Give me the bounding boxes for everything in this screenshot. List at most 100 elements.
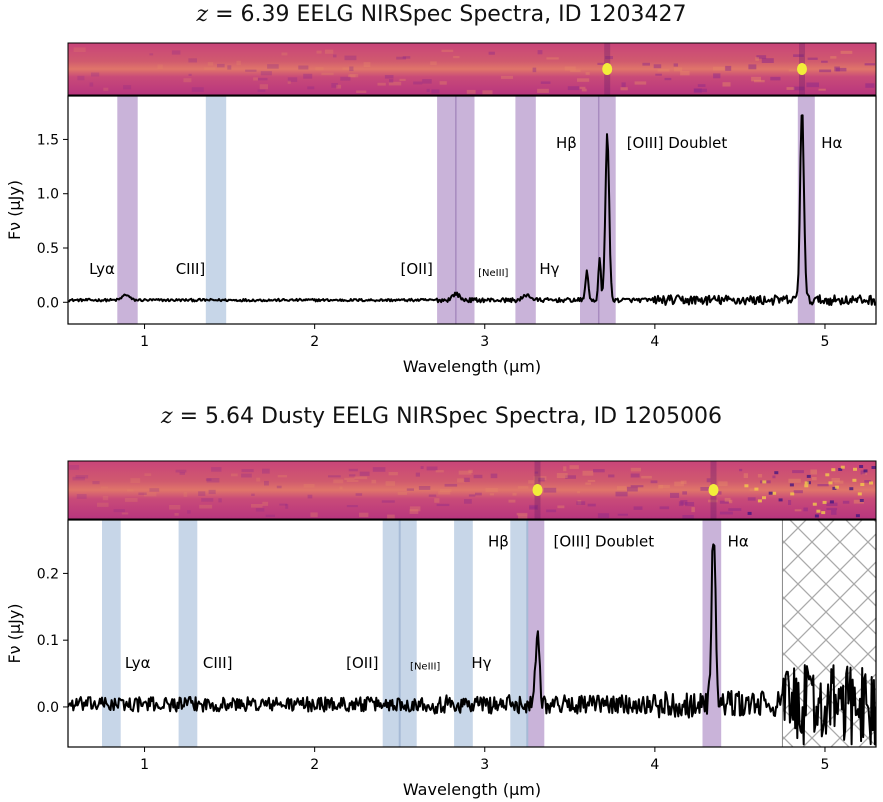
purple-band	[797, 96, 815, 324]
strip-noise	[621, 82, 626, 88]
strip-noise	[816, 509, 821, 513]
strip-noise	[718, 481, 728, 487]
strip-noise	[143, 492, 157, 497]
strip-noise	[123, 85, 132, 90]
spectrum-2d-strip	[67, 42, 877, 96]
strip-noise	[259, 84, 268, 90]
strip-noise	[790, 492, 795, 496]
strip-noise	[864, 63, 875, 66]
strip-noise	[747, 497, 756, 501]
strip-noise	[381, 500, 395, 503]
strip-noise	[458, 470, 472, 475]
spectrum-2d-strip	[67, 460, 877, 520]
strip-noise	[840, 50, 853, 54]
strip-noise	[457, 478, 465, 483]
strip-noise	[489, 493, 494, 496]
strip-emission-spot	[797, 63, 807, 75]
strip-noise	[349, 474, 356, 477]
strip-noise	[630, 485, 644, 488]
strip-noise	[103, 87, 109, 91]
y-tick-label: 0.5	[37, 241, 59, 257]
strip-noise	[251, 504, 263, 508]
strip-noise	[124, 498, 138, 502]
emission-line-label: Hβ	[488, 533, 509, 551]
strip-noise	[303, 73, 313, 79]
strip-noise	[755, 57, 759, 61]
strip-noise	[754, 487, 759, 491]
strip-noise	[849, 487, 854, 491]
strip-noise	[473, 474, 483, 479]
strip-noise	[230, 473, 238, 477]
strip-noise	[865, 83, 875, 88]
strip-noise	[533, 476, 547, 481]
strip-noise	[257, 89, 266, 92]
strip-noise	[830, 56, 837, 59]
strip-noise	[680, 500, 688, 505]
strip-noise	[174, 513, 179, 516]
strip-noise	[617, 513, 628, 516]
strip-noise	[838, 468, 843, 471]
strip-noise	[821, 511, 826, 515]
strip-noise	[713, 66, 725, 71]
strip-noise	[307, 494, 313, 499]
spectrum-figure: 1 2 3 4 5 0.0 0.5 1.0 1.5 Wavelength (μm) Fν (μJy)…	[5, 42, 877, 376]
strip-noise	[92, 481, 100, 485]
x-tick-label: 2	[310, 757, 319, 773]
strip-noise	[739, 468, 743, 472]
strip-noise	[659, 506, 670, 510]
strip-frame	[67, 42, 877, 96]
strip-noise	[700, 487, 711, 491]
strip-noise	[198, 491, 206, 496]
strip-noise	[804, 484, 809, 488]
strip-noise	[331, 83, 338, 88]
emission-line-label: Hα	[821, 134, 842, 152]
strip-noise	[793, 490, 803, 494]
strip-emission-spot	[532, 484, 543, 496]
strip-noise	[287, 77, 298, 82]
strip-noise	[69, 465, 80, 470]
x-axis-label: Wavelength (μm)	[403, 780, 541, 799]
strip-noise	[751, 76, 761, 82]
strip-noise	[650, 480, 658, 484]
strip-noise	[348, 74, 356, 78]
strip-noise	[279, 503, 288, 506]
strip-noise	[285, 504, 289, 509]
strip-noise	[680, 480, 687, 485]
strip-noise	[788, 478, 801, 483]
strip-noise	[468, 469, 473, 473]
strip-noise	[431, 89, 440, 94]
strip-noise	[441, 49, 454, 53]
strip-noise	[788, 500, 792, 505]
strip-noise	[517, 485, 529, 489]
strip-noise	[218, 498, 222, 503]
strip-noise	[255, 508, 265, 512]
strip-noise	[529, 506, 537, 509]
strip-noise	[100, 486, 108, 489]
strip-noise	[719, 511, 733, 515]
strip-noise	[204, 67, 216, 70]
strip-noise	[397, 491, 407, 495]
strip-noise	[251, 493, 255, 496]
strip-noise	[587, 503, 596, 507]
strip-noise	[743, 473, 748, 478]
strip-noise	[810, 469, 817, 475]
strip-noise	[453, 55, 460, 59]
strip-noise	[655, 73, 662, 76]
strip-noise	[653, 64, 662, 69]
strip-noise	[324, 49, 334, 54]
strip-noise	[130, 478, 141, 483]
strip-noise	[834, 485, 839, 489]
strip-noise	[463, 477, 470, 482]
strip-noise	[171, 50, 181, 55]
strip-noise	[384, 75, 394, 79]
strip-noise	[342, 67, 354, 70]
strip-noise	[864, 480, 871, 483]
x-tick-label: 1	[140, 757, 149, 773]
emission-line-label: Lyα	[89, 260, 115, 278]
strip-noise	[770, 76, 781, 81]
blue-band	[510, 520, 528, 747]
strip-noise	[620, 87, 628, 91]
strip-noise	[834, 480, 844, 484]
strip-noise	[557, 505, 565, 509]
purple-band	[527, 520, 545, 747]
